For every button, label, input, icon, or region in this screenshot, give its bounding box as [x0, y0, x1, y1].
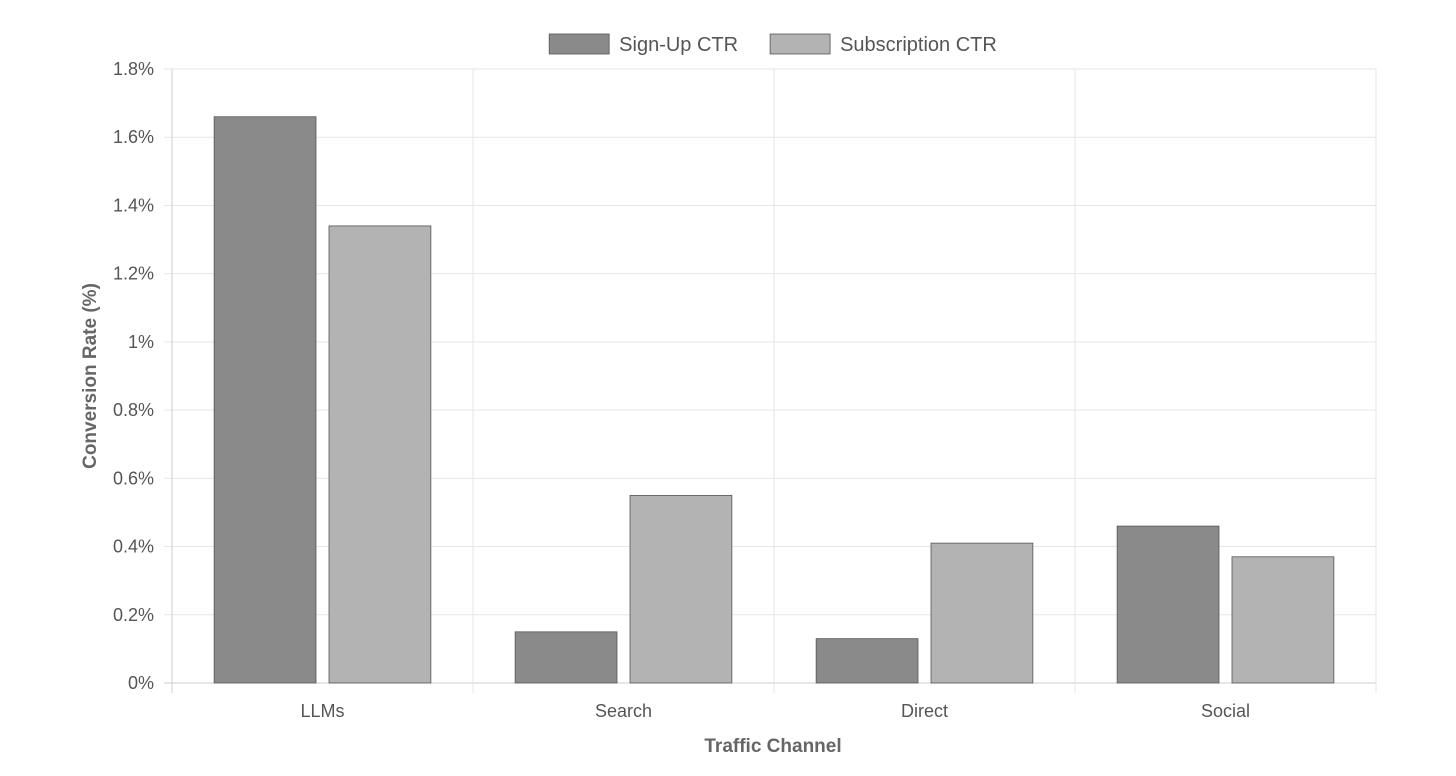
- y-tick-label: 1%: [128, 332, 154, 352]
- y-tick-label: 0%: [128, 673, 154, 693]
- legend-item-sign-up-ctr[interactable]: Sign-Up CTR: [548, 33, 738, 56]
- y-tick-label: 1.8%: [113, 59, 154, 79]
- axis-layer: 0% 0.2% 0.4% 0.6% 0.8% 1% 1.2% 1.4% 1.6% 1.8% LLMs…: [113, 59, 1250, 721]
- legend-swatch: [548, 33, 610, 55]
- y-tick-label: 1.4%: [113, 195, 154, 215]
- y-tick-label: 0.2%: [113, 605, 154, 625]
- bar-sign-up-ctr-direct[interactable]: [815, 638, 919, 684]
- legend-swatch: [769, 33, 831, 55]
- y-tick-label: 0.8%: [113, 400, 154, 420]
- y-tick-label: 0.4%: [113, 537, 154, 557]
- legend-label: Subscription CTR: [840, 34, 997, 56]
- legend-label: Sign-Up CTR: [619, 34, 738, 56]
- bar-subscription-ctr-direct[interactable]: [930, 542, 1034, 684]
- bars-layer: [213, 116, 1335, 684]
- x-tick-label: Social: [1201, 701, 1250, 721]
- bar-sign-up-ctr-social[interactable]: [1116, 525, 1220, 684]
- bar-subscription-ctr-llms[interactable]: [328, 225, 432, 684]
- legend-item-subscription-ctr[interactable]: Subscription CTR: [769, 33, 997, 56]
- bar-subscription-ctr-social[interactable]: [1231, 556, 1335, 684]
- y-tick-label: 0.6%: [113, 468, 154, 488]
- bar-sign-up-ctr-llms[interactable]: [213, 116, 317, 684]
- x-axis-title: Traffic Channel: [704, 736, 841, 757]
- bar-subscription-ctr-search[interactable]: [629, 494, 733, 684]
- bar-sign-up-ctr-search[interactable]: [514, 631, 618, 684]
- y-axis-title: Conversion Rate (%): [80, 283, 101, 469]
- x-tick-label: LLMs: [300, 701, 344, 721]
- legend[interactable]: Sign-Up CTR Subscription CTR: [548, 33, 997, 56]
- x-tick-label: Search: [595, 701, 652, 721]
- y-tick-label: 1.6%: [113, 127, 154, 147]
- x-tick-label: Direct: [901, 701, 948, 721]
- y-tick-label: 1.2%: [113, 264, 154, 284]
